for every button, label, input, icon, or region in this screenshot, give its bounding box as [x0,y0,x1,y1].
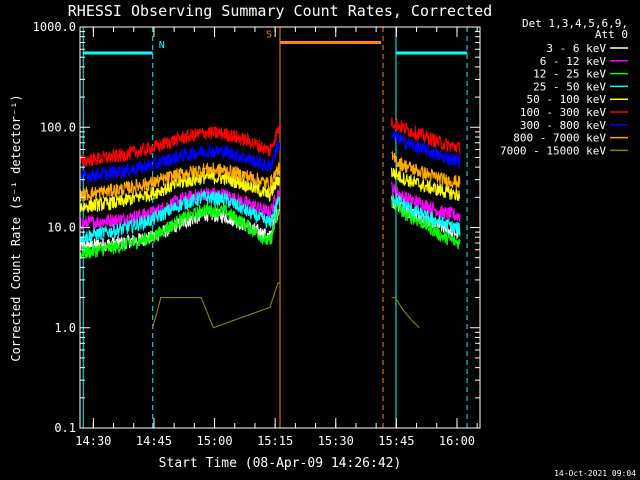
y-axis-label: Corrected Count Rate (s⁻¹ detector⁻¹) [9,94,23,361]
y-tick-label-5: 0.1 [54,421,76,435]
legend-label-8: 800 - 7000 keV [513,132,606,145]
legend-label-7: 300 - 800 keV [520,119,606,132]
axis-ticks: 1000.0 100.0 10.0 1.0 0.114:30 14:45 15:00 15:1… [33,20,480,448]
series-line-7 [79,130,461,184]
legend-label-1: 3 - 6 keV [546,42,606,55]
series-line-8 [79,151,461,202]
series-lines [79,117,461,329]
legend-label-3: 12 - 25 keV [533,68,606,81]
x-tick-label-2: 14:45 [136,434,172,448]
legend-header-attenuator: Att 0 [595,28,628,41]
y-tick-label-4: 1.0 [54,321,76,335]
x-tick-label-1: 14:30 [75,434,111,448]
x-tick-label-7: 16:00 [439,434,475,448]
legend-header-detectors: Det 1,3,4,5,6,9, [522,17,628,30]
legend-label-9: 7000 - 15000 keV [500,144,606,157]
y-tick-label-2: 100.0 [40,120,76,134]
series-line-3 [79,195,461,260]
legend-label-5: 50 - 100 keV [527,93,607,106]
y-tick-label-3: 10.0 [47,221,76,235]
flag-label-1: N [159,40,165,51]
series-line-6 [79,117,461,167]
x-tick-label-4: 15:15 [257,434,293,448]
x-tick-label-3: 15:00 [196,434,232,448]
series-line-9 [152,282,420,329]
y-tick-label-1: 1000.0 [33,20,76,34]
chart-title: RHESSI Observing Summary Count Rates, Co… [68,2,492,20]
series-line-4 [79,190,461,244]
flag-bars: NS [83,30,468,55]
footer-date: 14-Oct-2021 09:04 [554,469,636,478]
x-axis-label: Start Time (08-Apr-09 14:26:42) [159,456,402,471]
series-line-5 [79,167,461,213]
vertical-markers [82,27,468,428]
series-line-2 [79,181,461,230]
flag-label-2: S [266,30,272,41]
legend-label-2: 6 - 12 keV [540,55,607,68]
x-tick-label-5: 15:30 [318,434,354,448]
legend-label-6: 100 - 300 keV [520,106,606,119]
legend-label-4: 25 - 50 keV [533,80,606,93]
x-tick-label-6: 15:45 [378,434,414,448]
